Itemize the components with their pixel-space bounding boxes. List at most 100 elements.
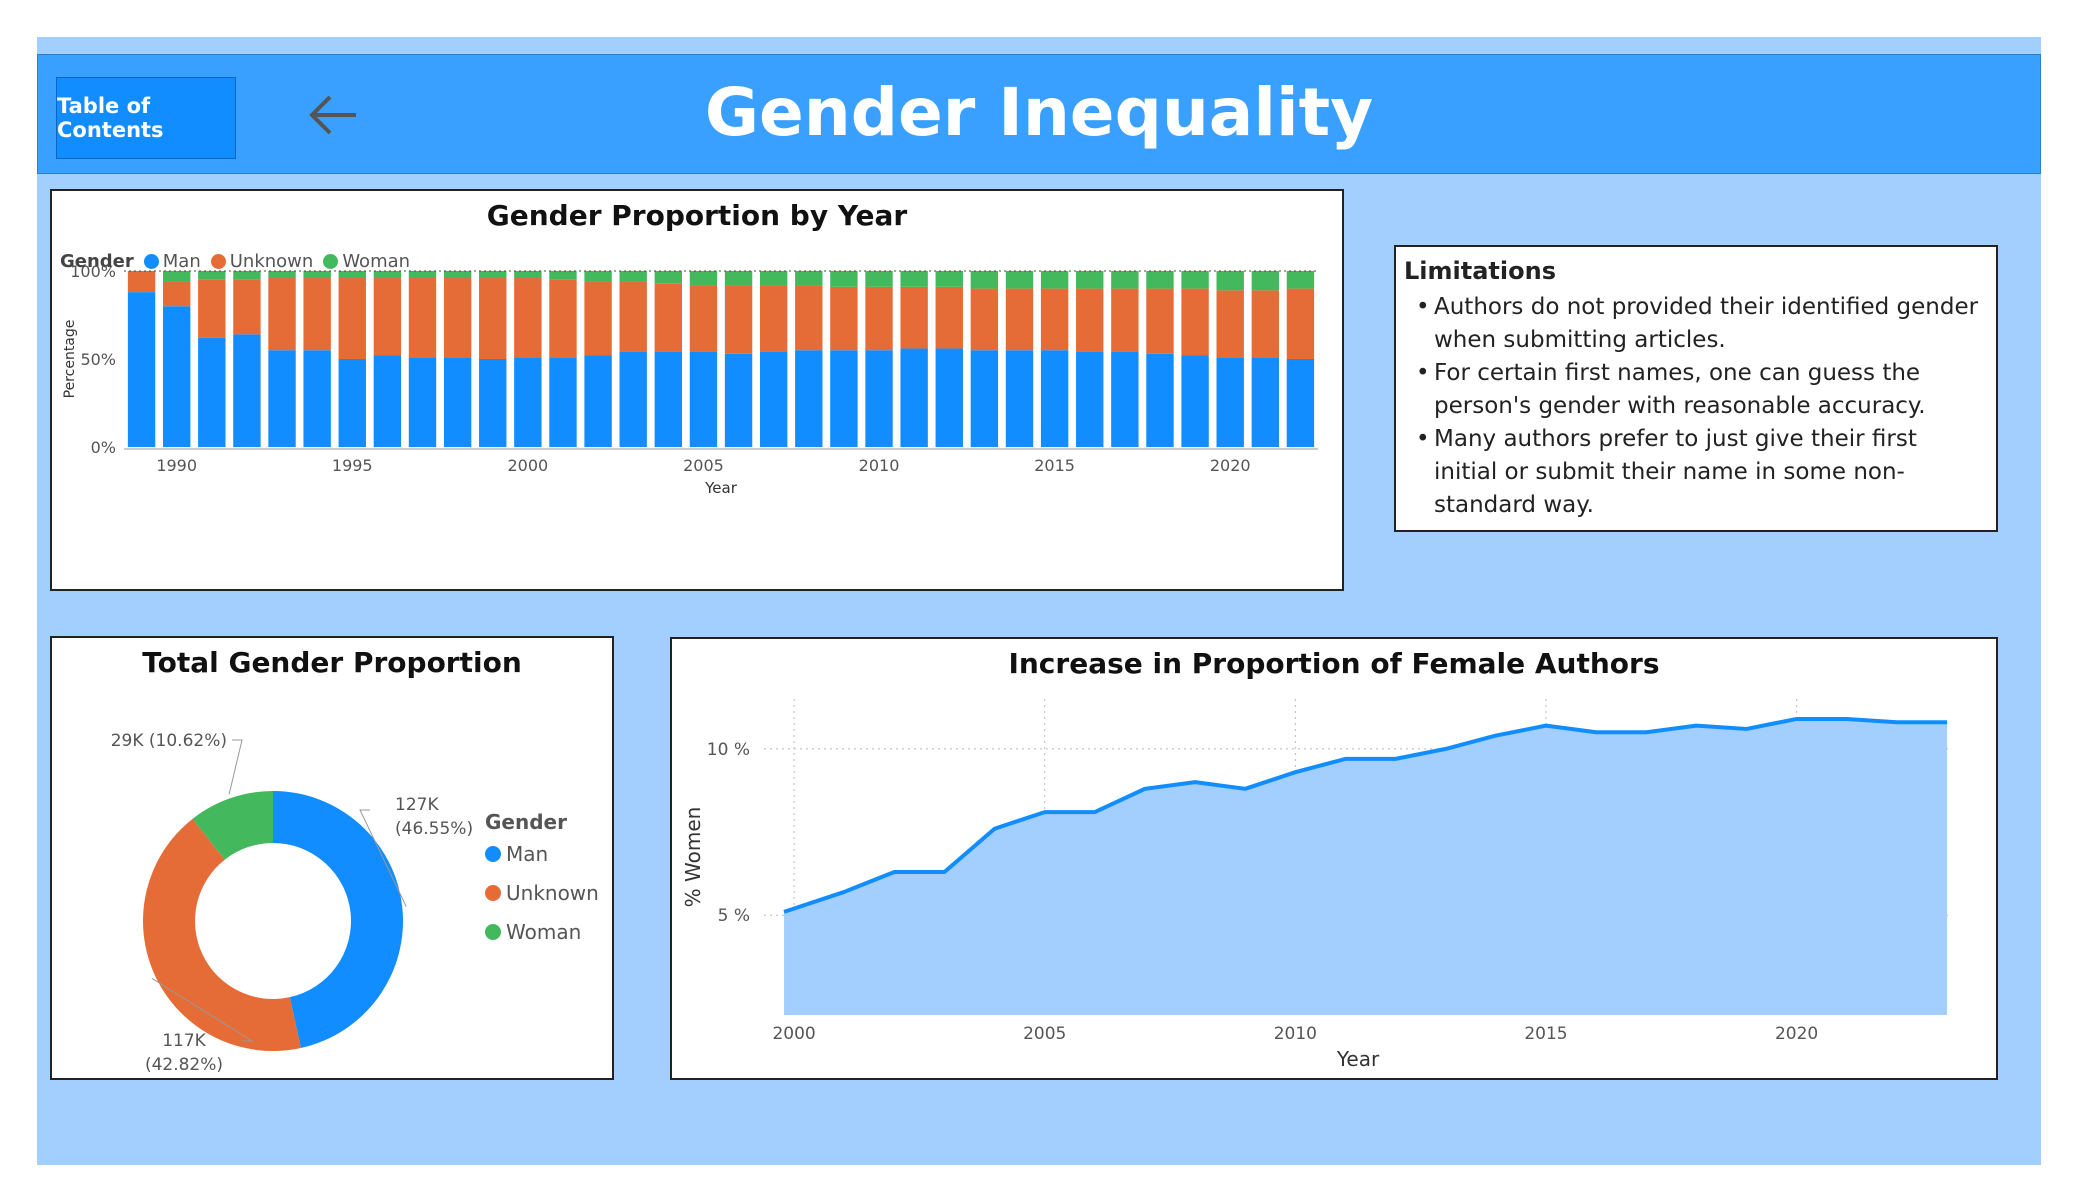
bar-segment-woman (970, 271, 999, 289)
y-tick-label: 50% (80, 350, 116, 369)
x-axis-title: Year (1336, 1047, 1380, 1071)
bar-segment-unknown (1146, 288, 1174, 354)
bar-segment-man (1216, 357, 1244, 447)
bar-segment-woman (865, 271, 893, 287)
bar-legend-title: Gender (60, 251, 134, 272)
x-tick-label: 2005 (1023, 1024, 1066, 1044)
bar-segment-man (584, 355, 612, 447)
bar-segment-unknown (759, 285, 788, 352)
bar-segment-unknown (162, 281, 191, 307)
bar-segment-woman (233, 271, 261, 280)
y-tick-label: 100% (70, 262, 116, 281)
legend-dot-man (143, 254, 159, 269)
bar-segment-man (1040, 350, 1069, 447)
bar-segment-unknown (443, 278, 472, 358)
bar-segment-woman (1040, 271, 1069, 289)
legend-item-man[interactable]: Man (143, 251, 201, 272)
y-axis-title: % Women (681, 807, 705, 908)
legend-label: Unknown (229, 251, 314, 272)
bar-segment-unknown (233, 279, 261, 335)
legend-item-woman[interactable]: Woman (323, 251, 410, 272)
bar-segment-man (303, 350, 331, 447)
bar-segment-man (408, 357, 437, 447)
bar-segment-man (127, 292, 156, 447)
bar-segment-unknown (1181, 288, 1209, 356)
bar-segment-unknown (830, 286, 858, 351)
bar-segment-unknown (1111, 288, 1139, 352)
x-tick-label: 2020 (1210, 456, 1251, 475)
data-label-unknown: 117K (162, 1031, 206, 1051)
bar-segment-man (619, 351, 647, 447)
bar-segment-unknown (549, 279, 577, 358)
bar-segment-woman (198, 271, 226, 280)
bar-segment-man (479, 359, 507, 447)
bar-segment-man (1251, 357, 1280, 447)
y-tick-label: 0% (91, 438, 116, 457)
bar-segment-woman (514, 271, 542, 279)
bar-segment-unknown (654, 283, 683, 352)
bar-segment-unknown (1216, 290, 1244, 358)
bar-segment-man (935, 348, 963, 447)
donut-slice-unknown (142, 818, 301, 1051)
bar-segment-woman (408, 271, 437, 279)
x-tick-label: 2000 (507, 456, 548, 475)
bar-segment-man (900, 348, 928, 447)
bar-segment-unknown (268, 278, 296, 351)
bar-segment-unknown (198, 279, 226, 338)
bar-segment-woman (338, 271, 366, 279)
legend-label-man: Man (506, 842, 548, 866)
bar-segment-man (865, 350, 893, 447)
bar-segment-unknown (479, 278, 507, 359)
x-tick-label: 1990 (156, 456, 197, 475)
donut-slice-woman (192, 791, 273, 860)
legend-item-unknown[interactable]: Unknown (210, 251, 314, 272)
bar-segment-unknown (584, 281, 612, 356)
legend-label: Woman (342, 251, 411, 272)
table-of-contents-button[interactable]: Table of Contents (56, 77, 236, 159)
header-bar: Table of Contents Gender Inequality (37, 54, 2041, 174)
bar-segment-man (724, 353, 753, 447)
bar-segment-woman (619, 271, 647, 282)
bar-segment-woman (1216, 271, 1244, 291)
bar-segment-woman (268, 271, 296, 279)
bar-segment-unknown (1076, 288, 1104, 352)
bar-segment-unknown (865, 286, 893, 351)
legend-dot-woman (323, 254, 339, 269)
area-chart: 5 % 10 % 2000 2005 2010 2015 2020 Year % Women (681, 699, 1952, 1071)
x-axis-title: Year (704, 479, 738, 497)
bar-segment-unknown (1005, 288, 1034, 351)
limitations-list: Authors do not provided their identified… (1412, 291, 1987, 522)
bar-segment-woman (724, 271, 753, 286)
x-tick-label: 2015 (1524, 1024, 1567, 1044)
series-line-women (783, 716, 1947, 914)
limitations-heading: Limitations (1404, 257, 1556, 285)
bar-segment-unknown (970, 288, 999, 351)
data-label-unknown-pct: (42.82%) (145, 1055, 223, 1075)
bar-segment-unknown (373, 278, 402, 356)
bar-segment-woman (1286, 271, 1315, 289)
bar-segment-woman (689, 271, 718, 286)
bar-segment-man (759, 351, 788, 447)
bar-segment-man (1146, 353, 1174, 447)
bar-segment-man (549, 357, 577, 447)
bar-segment-unknown (795, 285, 823, 351)
data-label-woman: 29K (10.62%) (111, 731, 227, 751)
x-tick-label: 2000 (772, 1024, 815, 1044)
x-tick-label: 2015 (1034, 456, 1075, 475)
x-tick-label: 2010 (859, 456, 900, 475)
y-tick-label: 10 % (707, 740, 750, 760)
x-tick-label: 2005 (683, 456, 724, 475)
data-label-man-pct: (46.55%) (395, 819, 473, 839)
bar-segment-woman (549, 271, 577, 280)
leader-line (228, 739, 243, 795)
bar-segment-woman (1181, 271, 1209, 289)
bar-segment-woman (162, 271, 191, 282)
data-label-man: 127K (395, 795, 439, 815)
bar-segment-man (830, 350, 858, 447)
bar-segment-man (970, 350, 999, 447)
bar-segment-man (1111, 351, 1139, 447)
arrow-left-icon[interactable] (308, 93, 358, 137)
bar-segment-unknown (514, 278, 542, 358)
bar-segment-man (514, 357, 542, 447)
line-chart-title: Increase in Proportion of Female Authors (1008, 647, 1660, 680)
